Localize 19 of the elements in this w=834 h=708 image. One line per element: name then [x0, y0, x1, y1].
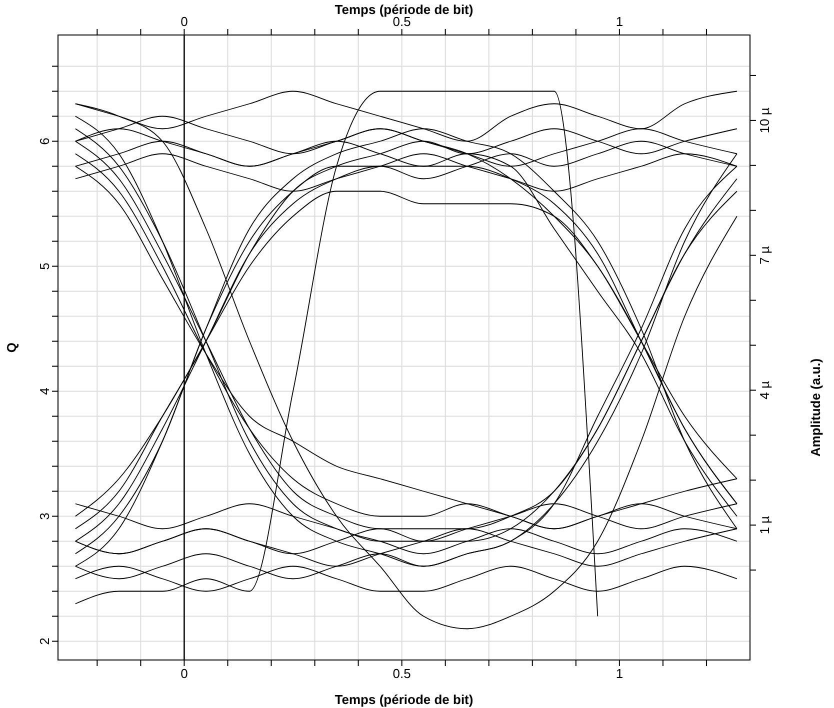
- y2-axis-title: Amplitude (a.u.): [808, 358, 823, 457]
- y2-tick-label: 4 µ: [757, 380, 772, 400]
- y2-tick-label: 7 µ: [757, 246, 772, 264]
- x-axis-title: Temps (période de bit): [334, 692, 474, 707]
- y2-tick-label: 10 µ: [757, 107, 772, 134]
- y-tick-label: 5: [37, 262, 52, 270]
- x2-tick-label: 1: [616, 666, 624, 682]
- x-tick-label: 1: [616, 14, 624, 29]
- x-tick-label: 0: [180, 14, 188, 29]
- x2-axis-title: Temps (période de bit): [334, 2, 474, 17]
- x2-tick-label: 0: [180, 666, 188, 682]
- y-tick-label: 4: [37, 388, 52, 395]
- y-tick-label: 2: [37, 638, 52, 645]
- y-tick-label: 6: [37, 138, 52, 145]
- x2-tick-label: 0.5: [392, 666, 411, 682]
- y-axis-title: Q: [4, 342, 19, 353]
- y-tick-label: 3: [37, 512, 52, 520]
- y2-tick-label: 1 µ: [757, 515, 772, 534]
- x-tick-label: 0.5: [392, 14, 411, 29]
